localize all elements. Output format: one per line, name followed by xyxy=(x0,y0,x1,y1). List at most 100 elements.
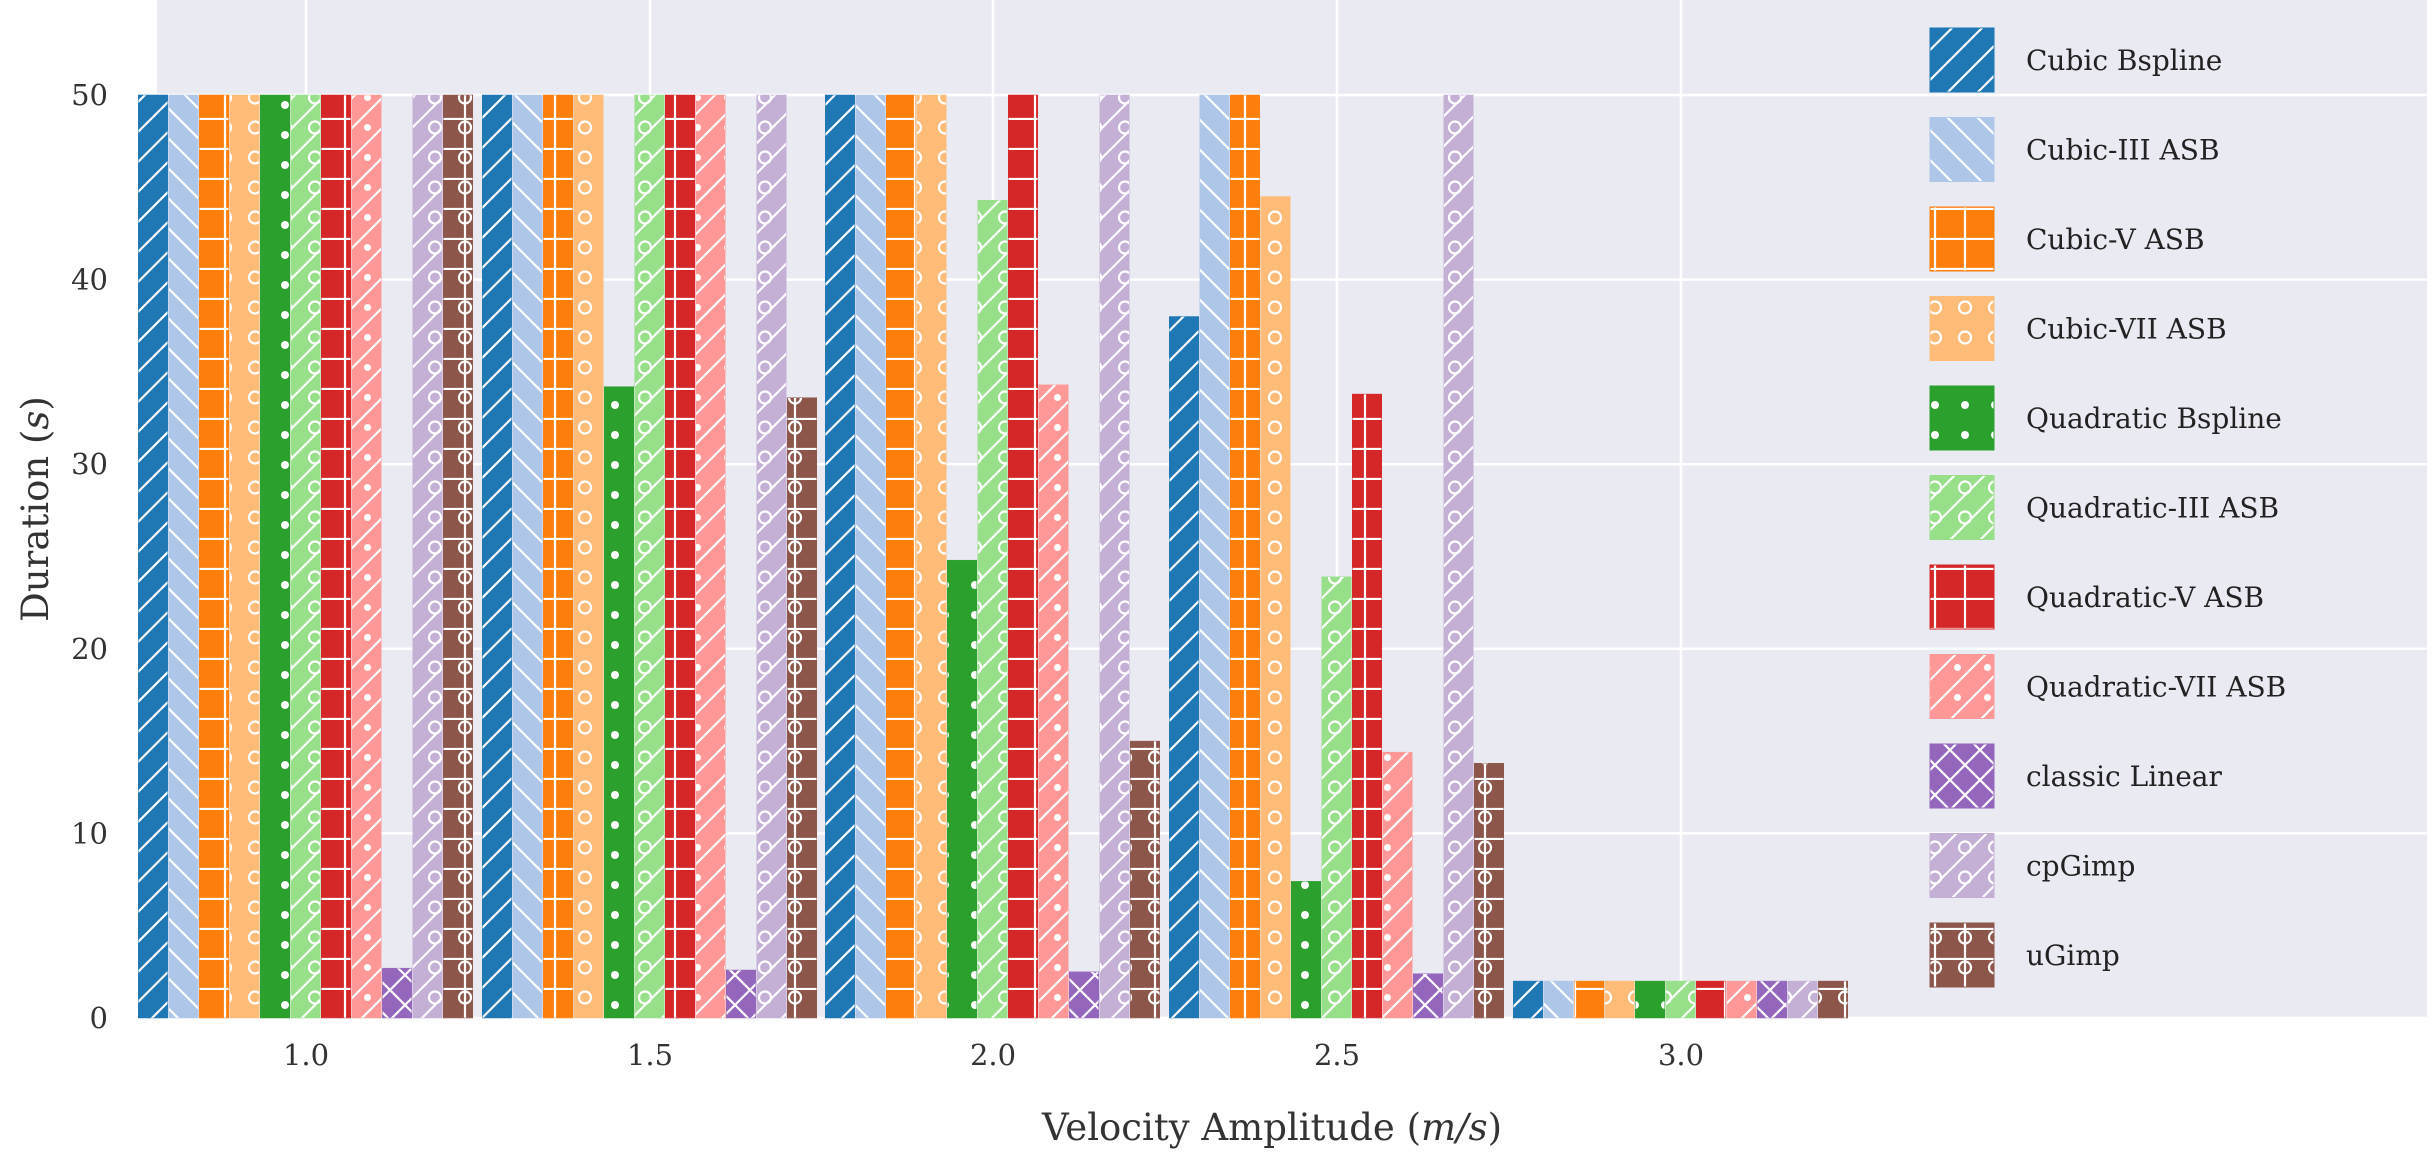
legend-swatch xyxy=(1929,743,1995,809)
legend-label: Cubic-III ASB xyxy=(2026,134,2220,167)
bar-quadratic-v-asb-2.0 xyxy=(1008,94,1038,1019)
y-tick-label: 30 xyxy=(71,447,108,481)
x-tick-labels: 1.0 1.5 2.0 2.5 3.0 xyxy=(283,1038,1704,1072)
bar-cpgimp-2.5 xyxy=(1443,94,1474,1019)
legend-label: Cubic-V ASB xyxy=(2026,223,2205,256)
bar-cpgimp-1.5 xyxy=(756,94,787,1019)
bar-quadratic-iii-asb-3.0 xyxy=(1665,980,1696,1019)
bar-cubic-v-asb-3.0 xyxy=(1574,980,1604,1019)
legend-item: classic Linear xyxy=(1929,743,2222,809)
bar-cubic-v-asb-2.5 xyxy=(1230,94,1260,1019)
bar-cubic-vii-asb-2.5 xyxy=(1260,196,1291,1019)
bar-quadratic-iii-asb-2.0 xyxy=(977,199,1008,1019)
legend-label: uGimp xyxy=(2026,939,2120,972)
legend-item: Cubic-III ASB xyxy=(1929,117,2220,182)
legend: Cubic Bspline Cubic-III ASB Cubic-V ASB Cub… xyxy=(1929,27,2286,988)
x-tick-label: 1.0 xyxy=(283,1038,329,1072)
bar-quadratic-bspline-2.0 xyxy=(947,559,977,1019)
bar-quadratic-vii-asb-3.0 xyxy=(1726,980,1757,1019)
bar-quadratic-bspline-1.0 xyxy=(260,94,290,1019)
legend-label: cpGimp xyxy=(2026,850,2135,883)
bar-quadratic-bspline-3.0 xyxy=(1635,980,1665,1019)
bar-cubic-bspline-2.0 xyxy=(825,94,855,1019)
legend-swatch xyxy=(1929,206,1995,272)
bar-cubic-iii-asb-2.0 xyxy=(855,94,886,1019)
bar-quadratic-v-asb-2.5 xyxy=(1352,393,1382,1019)
bar-cubic-vii-asb-3.0 xyxy=(1604,980,1635,1019)
x-axis-label: Velocity Amplitude (m/s) xyxy=(1041,1106,1502,1149)
bar-cubic-bspline-1.0 xyxy=(138,94,168,1019)
bar-cpgimp-2.0 xyxy=(1099,94,1130,1019)
legend-item: uGimp xyxy=(1929,922,2120,988)
bar-quadratic-iii-asb-1.0 xyxy=(290,94,321,1019)
bar-cubic-vii-asb-2.0 xyxy=(916,94,947,1019)
legend-item: Quadratic-III ASB xyxy=(1929,475,2279,540)
x-tick-label: 3.0 xyxy=(1658,1038,1704,1072)
bar-quadratic-vii-asb-1.5 xyxy=(695,94,726,1019)
y-tick-label: 20 xyxy=(71,632,108,666)
bar-quadratic-bspline-2.5 xyxy=(1291,881,1321,1019)
bars xyxy=(138,94,1848,1019)
y-axis-label: Duration (s) xyxy=(14,396,57,622)
y-tick-label: 10 xyxy=(71,816,108,850)
legend-label: classic Linear xyxy=(2026,760,2222,793)
legend-swatch xyxy=(1929,27,1995,93)
x-tick-label: 2.5 xyxy=(1314,1038,1360,1072)
legend-swatch xyxy=(1929,385,1995,451)
x-tick-label: 2.0 xyxy=(970,1038,1016,1072)
bar-cubic-v-asb-1.5 xyxy=(543,94,573,1019)
legend-item: Quadratic-VII ASB xyxy=(1929,654,2286,719)
bar-classic-linear-1.5 xyxy=(726,969,756,1019)
bar-cpgimp-3.0 xyxy=(1787,980,1818,1019)
bar-cubic-bspline-1.5 xyxy=(482,94,512,1019)
bar-cubic-iii-asb-1.0 xyxy=(168,94,199,1019)
y-tick-labels: 0 10 20 30 40 50 xyxy=(71,78,108,1035)
legend-swatch xyxy=(1929,117,1995,182)
bar-ugimp-1.0 xyxy=(443,94,473,1019)
bar-quadratic-vii-asb-2.0 xyxy=(1038,384,1069,1019)
legend-swatch xyxy=(1929,833,1995,898)
bar-quadratic-iii-asb-2.5 xyxy=(1321,576,1352,1019)
legend-item: Cubic-V ASB xyxy=(1929,206,2205,272)
legend-swatch xyxy=(1929,564,1995,630)
bar-ugimp-1.5 xyxy=(787,397,817,1019)
bar-cubic-iii-asb-3.0 xyxy=(1543,980,1574,1019)
legend-swatch xyxy=(1929,654,1995,719)
legend-swatch xyxy=(1929,475,1995,540)
bar-quadratic-vii-asb-1.0 xyxy=(351,94,382,1019)
bar-classic-linear-2.0 xyxy=(1069,971,1099,1019)
bar-cubic-v-asb-1.0 xyxy=(199,94,229,1019)
bar-cubic-iii-asb-2.5 xyxy=(1199,94,1230,1019)
legend-label: Quadratic-VII ASB xyxy=(2026,671,2286,704)
bar-cubic-bspline-3.0 xyxy=(1513,980,1543,1019)
x-tick-label: 1.5 xyxy=(627,1038,673,1072)
bar-classic-linear-2.5 xyxy=(1413,973,1443,1019)
legend-item: Cubic Bspline xyxy=(1929,27,2222,93)
bar-cubic-iii-asb-1.5 xyxy=(512,94,543,1019)
bar-classic-linear-3.0 xyxy=(1757,980,1787,1019)
legend-swatch xyxy=(1929,296,1995,361)
bar-ugimp-2.5 xyxy=(1474,763,1504,1019)
legend-label: Quadratic-V ASB xyxy=(2026,581,2264,614)
legend-item: cpGimp xyxy=(1929,833,2135,898)
bar-classic-linear-1.0 xyxy=(382,967,412,1019)
bar-cubic-v-asb-2.0 xyxy=(886,94,916,1019)
bar-quadratic-bspline-1.5 xyxy=(604,386,634,1019)
legend-label: Cubic Bspline xyxy=(2026,44,2222,77)
bar-ugimp-2.0 xyxy=(1130,740,1160,1019)
bar-cubic-vii-asb-1.0 xyxy=(229,94,260,1019)
bar-cubic-vii-asb-1.5 xyxy=(573,94,604,1019)
bar-ugimp-3.0 xyxy=(1818,980,1848,1019)
bar-cubic-bspline-2.5 xyxy=(1169,316,1199,1019)
bar-quadratic-vii-asb-2.5 xyxy=(1382,751,1413,1019)
bar-quadratic-iii-asb-1.5 xyxy=(634,94,665,1019)
legend-item: Quadratic Bspline xyxy=(1929,385,2282,451)
legend-label: Quadratic Bspline xyxy=(2026,402,2282,435)
legend-label: Quadratic-III ASB xyxy=(2026,492,2279,525)
y-tick-label: 50 xyxy=(71,78,108,112)
legend-item: Quadratic-V ASB xyxy=(1929,564,2264,630)
bar-quadratic-v-asb-1.0 xyxy=(321,94,351,1019)
legend-label: Cubic-VII ASB xyxy=(2026,313,2227,346)
legend-swatch xyxy=(1929,922,1995,988)
